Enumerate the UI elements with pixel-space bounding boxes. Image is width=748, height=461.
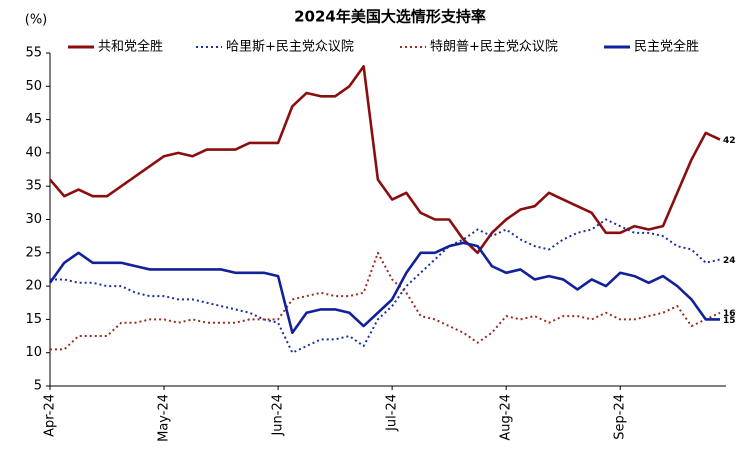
end-label: 24 (723, 256, 736, 266)
y-tick-label: 20 (25, 279, 42, 294)
x-tick-label: Jun-24 (271, 394, 286, 437)
series-line (49, 65, 721, 255)
x-tick-label: Aug-24 (499, 394, 514, 441)
legend-text: 哈里斯+民主党众议院 (226, 40, 354, 55)
y-tick-label: 40 (25, 145, 42, 160)
y-tick-label: 45 (25, 112, 42, 127)
y-tick-label: 30 (25, 212, 42, 227)
end-label: 42 (723, 136, 736, 146)
series-line (50, 251, 721, 351)
y-tick-label: 35 (25, 179, 42, 194)
end-label: 16 (723, 309, 736, 319)
x-tick-label: Apr-24 (43, 394, 58, 437)
legend-text: 特朗普+民主党众议院 (430, 40, 558, 55)
series-line (48, 241, 720, 335)
y-axis-label: (%) (25, 13, 48, 28)
y-tick-label: 25 (25, 245, 42, 260)
chart-title: 2024年美国大选情形支持率 (294, 8, 486, 26)
x-tick-label: Sep-24 (613, 394, 628, 440)
x-tick-label: May-24 (157, 394, 172, 442)
y-tick-label: 55 (25, 46, 42, 61)
series-line (50, 218, 721, 354)
y-tick-label: 50 (25, 79, 42, 94)
y-tick-label: 5 (34, 379, 42, 394)
y-tick-label: 15 (25, 312, 42, 327)
legend-text: 共和党全胜 (98, 39, 163, 55)
x-tick-label: Jul-24 (385, 394, 400, 432)
legend-text: 民主党全胜 (634, 39, 699, 55)
end-label: 15 (723, 316, 736, 326)
y-tick-label: 10 (25, 345, 42, 360)
